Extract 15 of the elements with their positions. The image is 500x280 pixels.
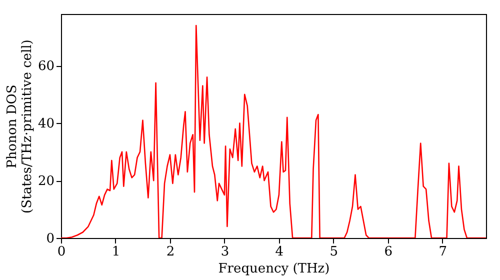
x-tick-label: 4	[275, 244, 284, 260]
x-tick-label: 1	[112, 244, 120, 260]
x-tick-label: 6	[384, 244, 393, 260]
x-tick-label: 0	[57, 244, 66, 260]
y-tick-label: 0	[46, 232, 54, 246]
x-axis-title: Frequency (THz)	[218, 262, 330, 276]
line-series	[61, 24, 486, 238]
x-tick-label: 7	[438, 244, 448, 260]
x-tick-label: 2	[166, 244, 175, 260]
x-tick-label: 3	[220, 244, 230, 260]
y-tick-label: 20	[38, 174, 54, 190]
y-axis-title: Phonon DOS (States/THz·primitive cell)	[4, 39, 35, 214]
x-tick-label: 5	[330, 244, 338, 260]
y-tick-label: 40	[38, 116, 54, 132]
y-tick-label: 60	[38, 59, 54, 74]
